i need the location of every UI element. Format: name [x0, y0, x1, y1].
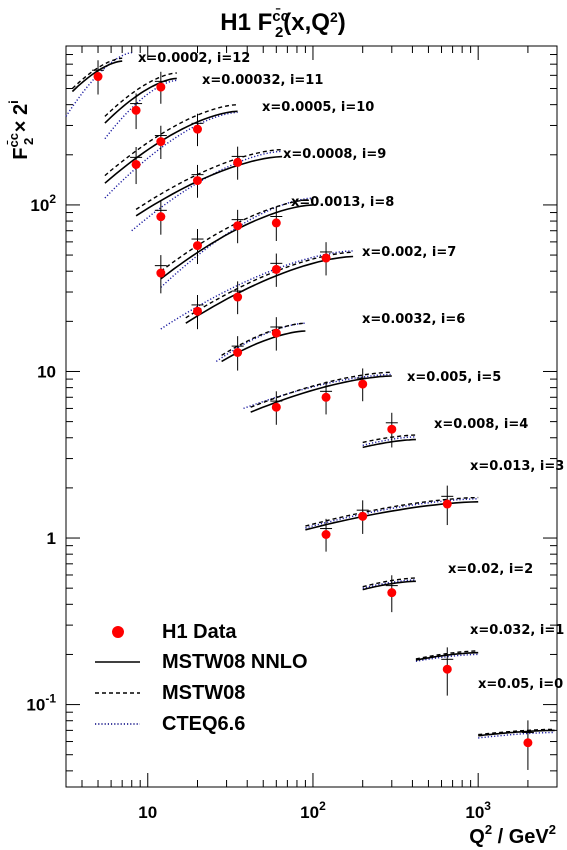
bin-label: x=0.00032, i=11	[202, 73, 323, 88]
mstw-nnlo-curve	[104, 110, 238, 184]
data-point-marker	[233, 292, 243, 302]
mstw-nnlo-curve	[104, 77, 177, 124]
legend-label: MSTW08 NNLO	[162, 651, 308, 673]
data-point-marker	[358, 379, 368, 389]
bin-label: x=0.0002, i=12	[138, 51, 250, 66]
data-point-marker	[321, 253, 331, 263]
data-point-marker	[442, 664, 452, 674]
cteq-curve	[415, 653, 479, 662]
mstw-curve	[104, 72, 177, 117]
y-tick-label: 1	[47, 529, 56, 548]
cteq-curve	[104, 111, 238, 199]
bin-label: x=0.005, i=5	[407, 370, 501, 385]
y-tick-label: 10-1	[26, 692, 56, 715]
x-tick-label: 102	[300, 799, 326, 822]
x-tick-label: 10	[138, 803, 157, 822]
y-axis-label: Fc̄c2 × 2i	[6, 100, 36, 159]
data-point-marker	[271, 218, 281, 228]
mstw-nnlo-curve	[362, 580, 416, 591]
bin-label: x=0.05, i=0	[478, 677, 563, 692]
bin-label: x=0.0032, i=6	[362, 312, 465, 327]
cteq-curve	[215, 322, 306, 362]
data-point-marker	[192, 124, 202, 134]
data-point-marker	[387, 588, 397, 598]
y-tick-label: 102	[30, 192, 56, 215]
x-axis-label: Q2 / GeV2	[469, 822, 556, 848]
data-point-marker	[192, 176, 202, 186]
mstw-curve	[250, 371, 392, 408]
cteq-curve	[305, 498, 479, 529]
mstw-curve	[160, 198, 314, 272]
titles: H1 Fc̄c 2(x,Q2) Fc̄c2 × 2i Q2 / GeV2	[6, 7, 556, 848]
mstw-curve	[478, 728, 555, 736]
data-point-marker	[156, 137, 166, 147]
data-point-marker	[156, 82, 166, 92]
mstw-nnlo-curve	[185, 255, 354, 324]
mstw-curve	[135, 148, 283, 210]
legend-label: CTEQ6.6	[162, 713, 245, 735]
data-point-marker	[131, 159, 141, 169]
data-point-marker	[156, 212, 166, 222]
data-point-marker	[271, 328, 281, 338]
data-point-marker	[192, 241, 202, 251]
mstw-nnlo-curve	[362, 438, 416, 449]
mstw-curve	[362, 434, 416, 444]
mstw-curve	[305, 496, 479, 527]
x-tick-label: 103	[465, 799, 491, 822]
mstw-nnlo-curve	[135, 155, 283, 217]
data-point-marker	[233, 221, 243, 231]
cteq-curve	[362, 579, 416, 589]
data-point-marker	[271, 264, 281, 274]
data-point-marker	[233, 157, 243, 167]
bin-label: x=0.0008, i=9	[283, 147, 386, 162]
cteq-curve	[362, 436, 416, 447]
cteq-curve	[243, 373, 392, 410]
data-point-marker	[442, 499, 452, 509]
bin-label: x=0.032, i=1	[470, 623, 564, 638]
data-point-marker	[358, 511, 368, 521]
y-tick-label: 10	[37, 362, 56, 381]
chart-title: H1 Fc̄c 2(x,Q2)	[220, 7, 346, 41]
mstw-nnlo-curve	[305, 501, 479, 531]
data-point-marker	[523, 738, 533, 748]
bin-label: x=0.0013, i=8	[291, 195, 394, 210]
plot-frame-rect	[65, 45, 558, 788]
data-point-marker	[131, 105, 141, 115]
data-point-marker	[271, 402, 281, 412]
bin-label: x=0.02, i=2	[448, 562, 533, 577]
theory-curves	[65, 52, 555, 739]
data-point-marker	[156, 268, 166, 278]
mstw-nnlo-curve	[478, 729, 555, 737]
axis-ticks: 10 102 103 10-1 1 10 102	[26, 45, 558, 822]
mstw-curve	[362, 577, 416, 588]
data-point-marker	[321, 530, 331, 540]
legend-marker-h1-data	[112, 626, 124, 638]
cteq-curve	[65, 52, 132, 117]
bin-label: x=0.0005, i=10	[262, 100, 374, 115]
cteq-curve	[160, 250, 354, 330]
data-point-marker	[321, 392, 331, 402]
bin-label: x=0.002, i=7	[362, 245, 456, 260]
data-point-marker	[93, 72, 103, 82]
cteq-curve	[160, 197, 314, 288]
data-point-marker	[192, 306, 202, 316]
bin-label: x=0.008, i=4	[434, 417, 528, 432]
legend: H1 Data MSTW08 NNLO MSTW08 CTEQ6.6	[95, 621, 308, 735]
mstw-nnlo-curve	[160, 204, 314, 280]
mstw-nnlo-curve	[71, 60, 123, 93]
cteq-curve	[104, 79, 177, 140]
bin-label: x=0.013, i=3	[470, 459, 564, 474]
legend-label: H1 Data	[162, 621, 237, 643]
data-point-marker	[387, 424, 397, 434]
legend-label: MSTW08	[162, 682, 245, 704]
data-points	[92, 60, 534, 770]
mstw-curve	[104, 104, 238, 177]
mstw-curve	[221, 322, 306, 356]
plot-frame	[65, 45, 558, 788]
data-point-marker	[233, 348, 243, 358]
mstw-curve	[71, 57, 123, 90]
bin-labels: x=0.0002, i=12 x=0.00032, i=11 x=0.0005, i…	[138, 51, 564, 692]
mstw-curve	[185, 251, 354, 319]
